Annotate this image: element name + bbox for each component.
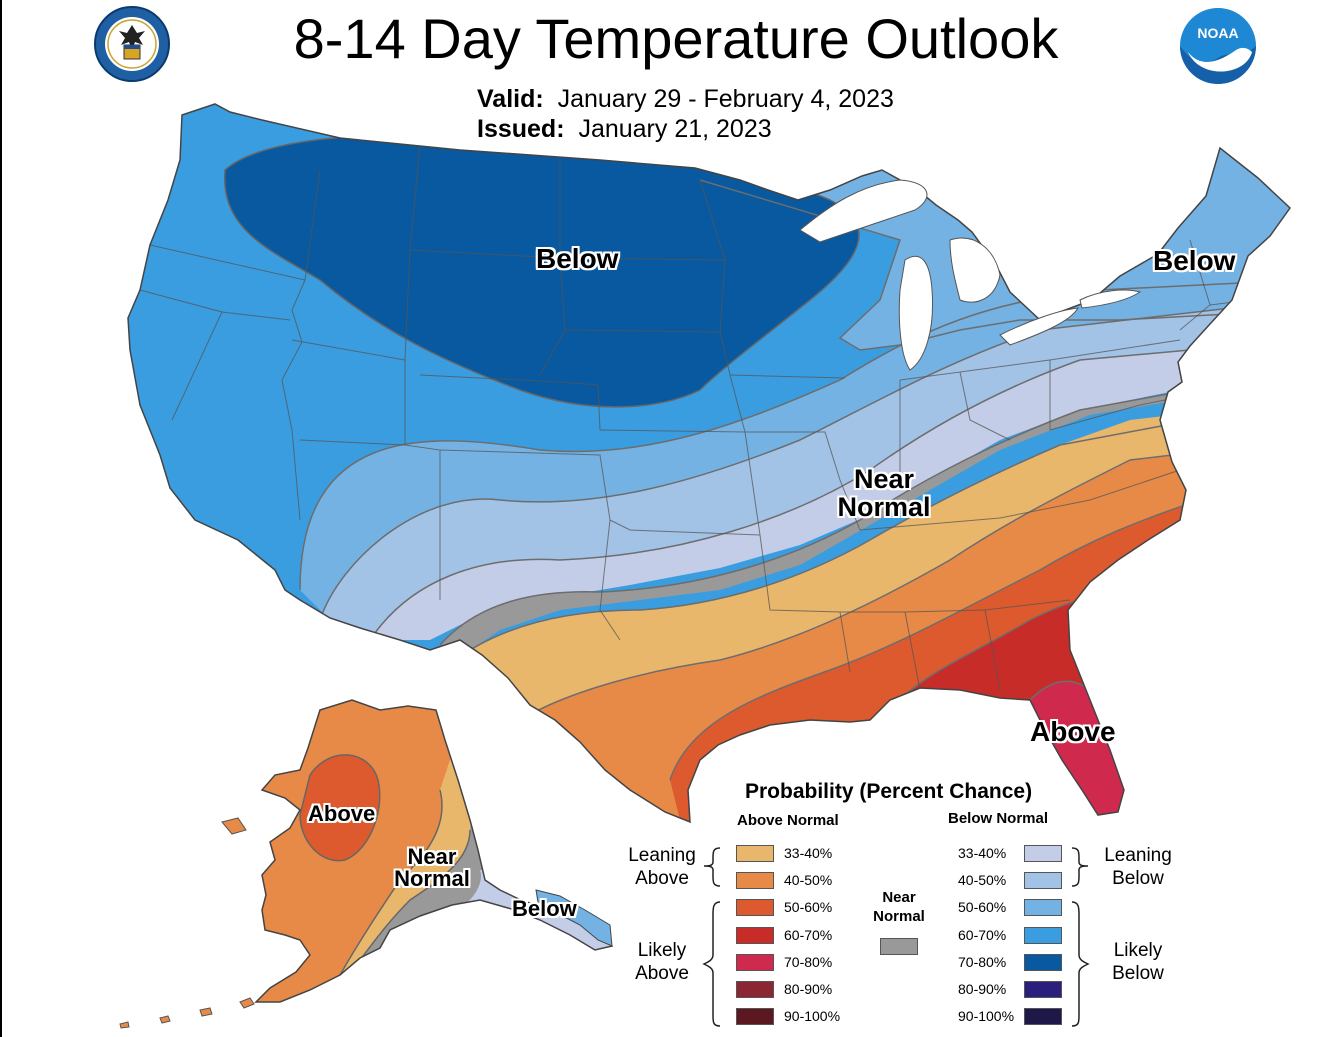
map-title: 8-14 Day Temperature Outlook <box>293 7 1059 70</box>
noaa-logo-icon: NOAA <box>1180 8 1256 84</box>
legend-title: Probability (Percent Chance) <box>745 780 1033 803</box>
noaa-logo-text: NOAA <box>1197 25 1238 41</box>
issued-date: January 21, 2023 <box>578 115 772 143</box>
legend-below-label-4: 60-70% <box>958 927 1007 943</box>
legend-leaning-above: Leaning Above <box>628 845 696 889</box>
legend-above-header: Above Normal <box>737 812 839 829</box>
map-label-alaska-near-line1: Near <box>407 844 457 869</box>
legend-near-normal-swatch <box>880 938 918 955</box>
valid-line: Valid: January 29 - February 4, 2023 <box>477 84 894 114</box>
legend-below-swatch-3 <box>1024 899 1062 916</box>
legend-near-normal-label: Near Normal <box>862 888 936 926</box>
alaska-outline <box>254 699 614 1003</box>
alaska-panhandle-islands <box>535 889 613 947</box>
legend-above-swatch-6 <box>736 981 774 998</box>
legend-above-label-5: 70-80% <box>784 954 833 970</box>
issued-line: Issued: January 21, 2023 <box>477 114 772 144</box>
map-label-alaska-near-line2: Normal <box>394 866 470 892</box>
department-of-commerce-seal-icon <box>94 6 170 82</box>
map-label-alaska-above: Above <box>308 801 376 826</box>
legend-likely-below: Likely Below <box>1112 940 1164 984</box>
legend-likely-above: Likely Above <box>635 940 689 984</box>
legend-below-swatch-4 <box>1024 927 1062 944</box>
map-label-near-normal: Near Normal <box>824 464 944 522</box>
legend-above-label-4: 60-70% <box>784 927 833 943</box>
legend-below-header: Below Normal <box>948 810 1049 827</box>
conus-probability-bands <box>128 104 1290 822</box>
legend-above-label-2: 40-50% <box>784 872 833 888</box>
legend-leaning-below: Leaning Below <box>1104 845 1172 889</box>
conus-outline <box>127 103 1291 824</box>
legend-below-swatch-7 <box>1024 1008 1062 1025</box>
valid-dates: January 29 - February 4, 2023 <box>557 85 894 113</box>
legend-near-line1: Near <box>882 889 916 906</box>
legend-above-swatch-7 <box>736 1008 774 1025</box>
map-label-alaska-below: Below <box>512 896 577 921</box>
window-left-border <box>0 0 2 1037</box>
legend-above-swatch-5 <box>736 954 774 971</box>
map-label-near-line1: Near <box>853 464 915 494</box>
valid-label: Valid: <box>477 85 544 113</box>
map-label-alaska-near-normal: Near Normal <box>384 844 480 892</box>
legend-below-swatch-5 <box>1024 954 1062 971</box>
legend-below-swatch-6 <box>1024 981 1062 998</box>
issued-label: Issued: <box>477 115 565 143</box>
legend-brackets <box>702 847 1090 1027</box>
legend-below-label-1: 33-40% <box>958 845 1007 861</box>
legend-above-swatch-2 <box>736 872 774 889</box>
legend-below-label-7: 90-100% <box>958 1008 1015 1024</box>
map-label-conus-below: Below <box>536 243 619 274</box>
legend-below-label-6: 80-90% <box>958 981 1007 997</box>
legend-below-label-2: 40-50% <box>958 872 1007 888</box>
legend-below-swatch-1 <box>1024 845 1062 862</box>
great-lakes <box>799 179 1142 371</box>
map-label-southeast-above: Above <box>1030 716 1116 747</box>
aleutian-islands <box>119 817 255 1029</box>
legend-below-label-5: 70-80% <box>958 954 1007 970</box>
legend-above-label-6: 80-90% <box>784 981 833 997</box>
legend-above-label-1: 33-40% <box>784 845 833 861</box>
legend-above-swatch-4 <box>736 927 774 944</box>
legend-near-line2: Normal <box>873 908 925 925</box>
legend-above-label-7: 90-100% <box>784 1008 841 1024</box>
legend-above-label-3: 50-60% <box>784 899 833 915</box>
legend-below-label-3: 50-60% <box>958 899 1007 915</box>
legend-above-swatch-1 <box>736 845 774 862</box>
legend-below-swatch-2 <box>1024 872 1062 889</box>
map-label-northeast-below: Below <box>1153 245 1236 276</box>
legend-above-swatch-3 <box>736 899 774 916</box>
map-label-near-line2: Normal <box>837 491 931 522</box>
